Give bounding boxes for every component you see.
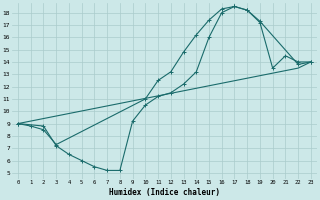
X-axis label: Humidex (Indice chaleur): Humidex (Indice chaleur)	[109, 188, 220, 197]
